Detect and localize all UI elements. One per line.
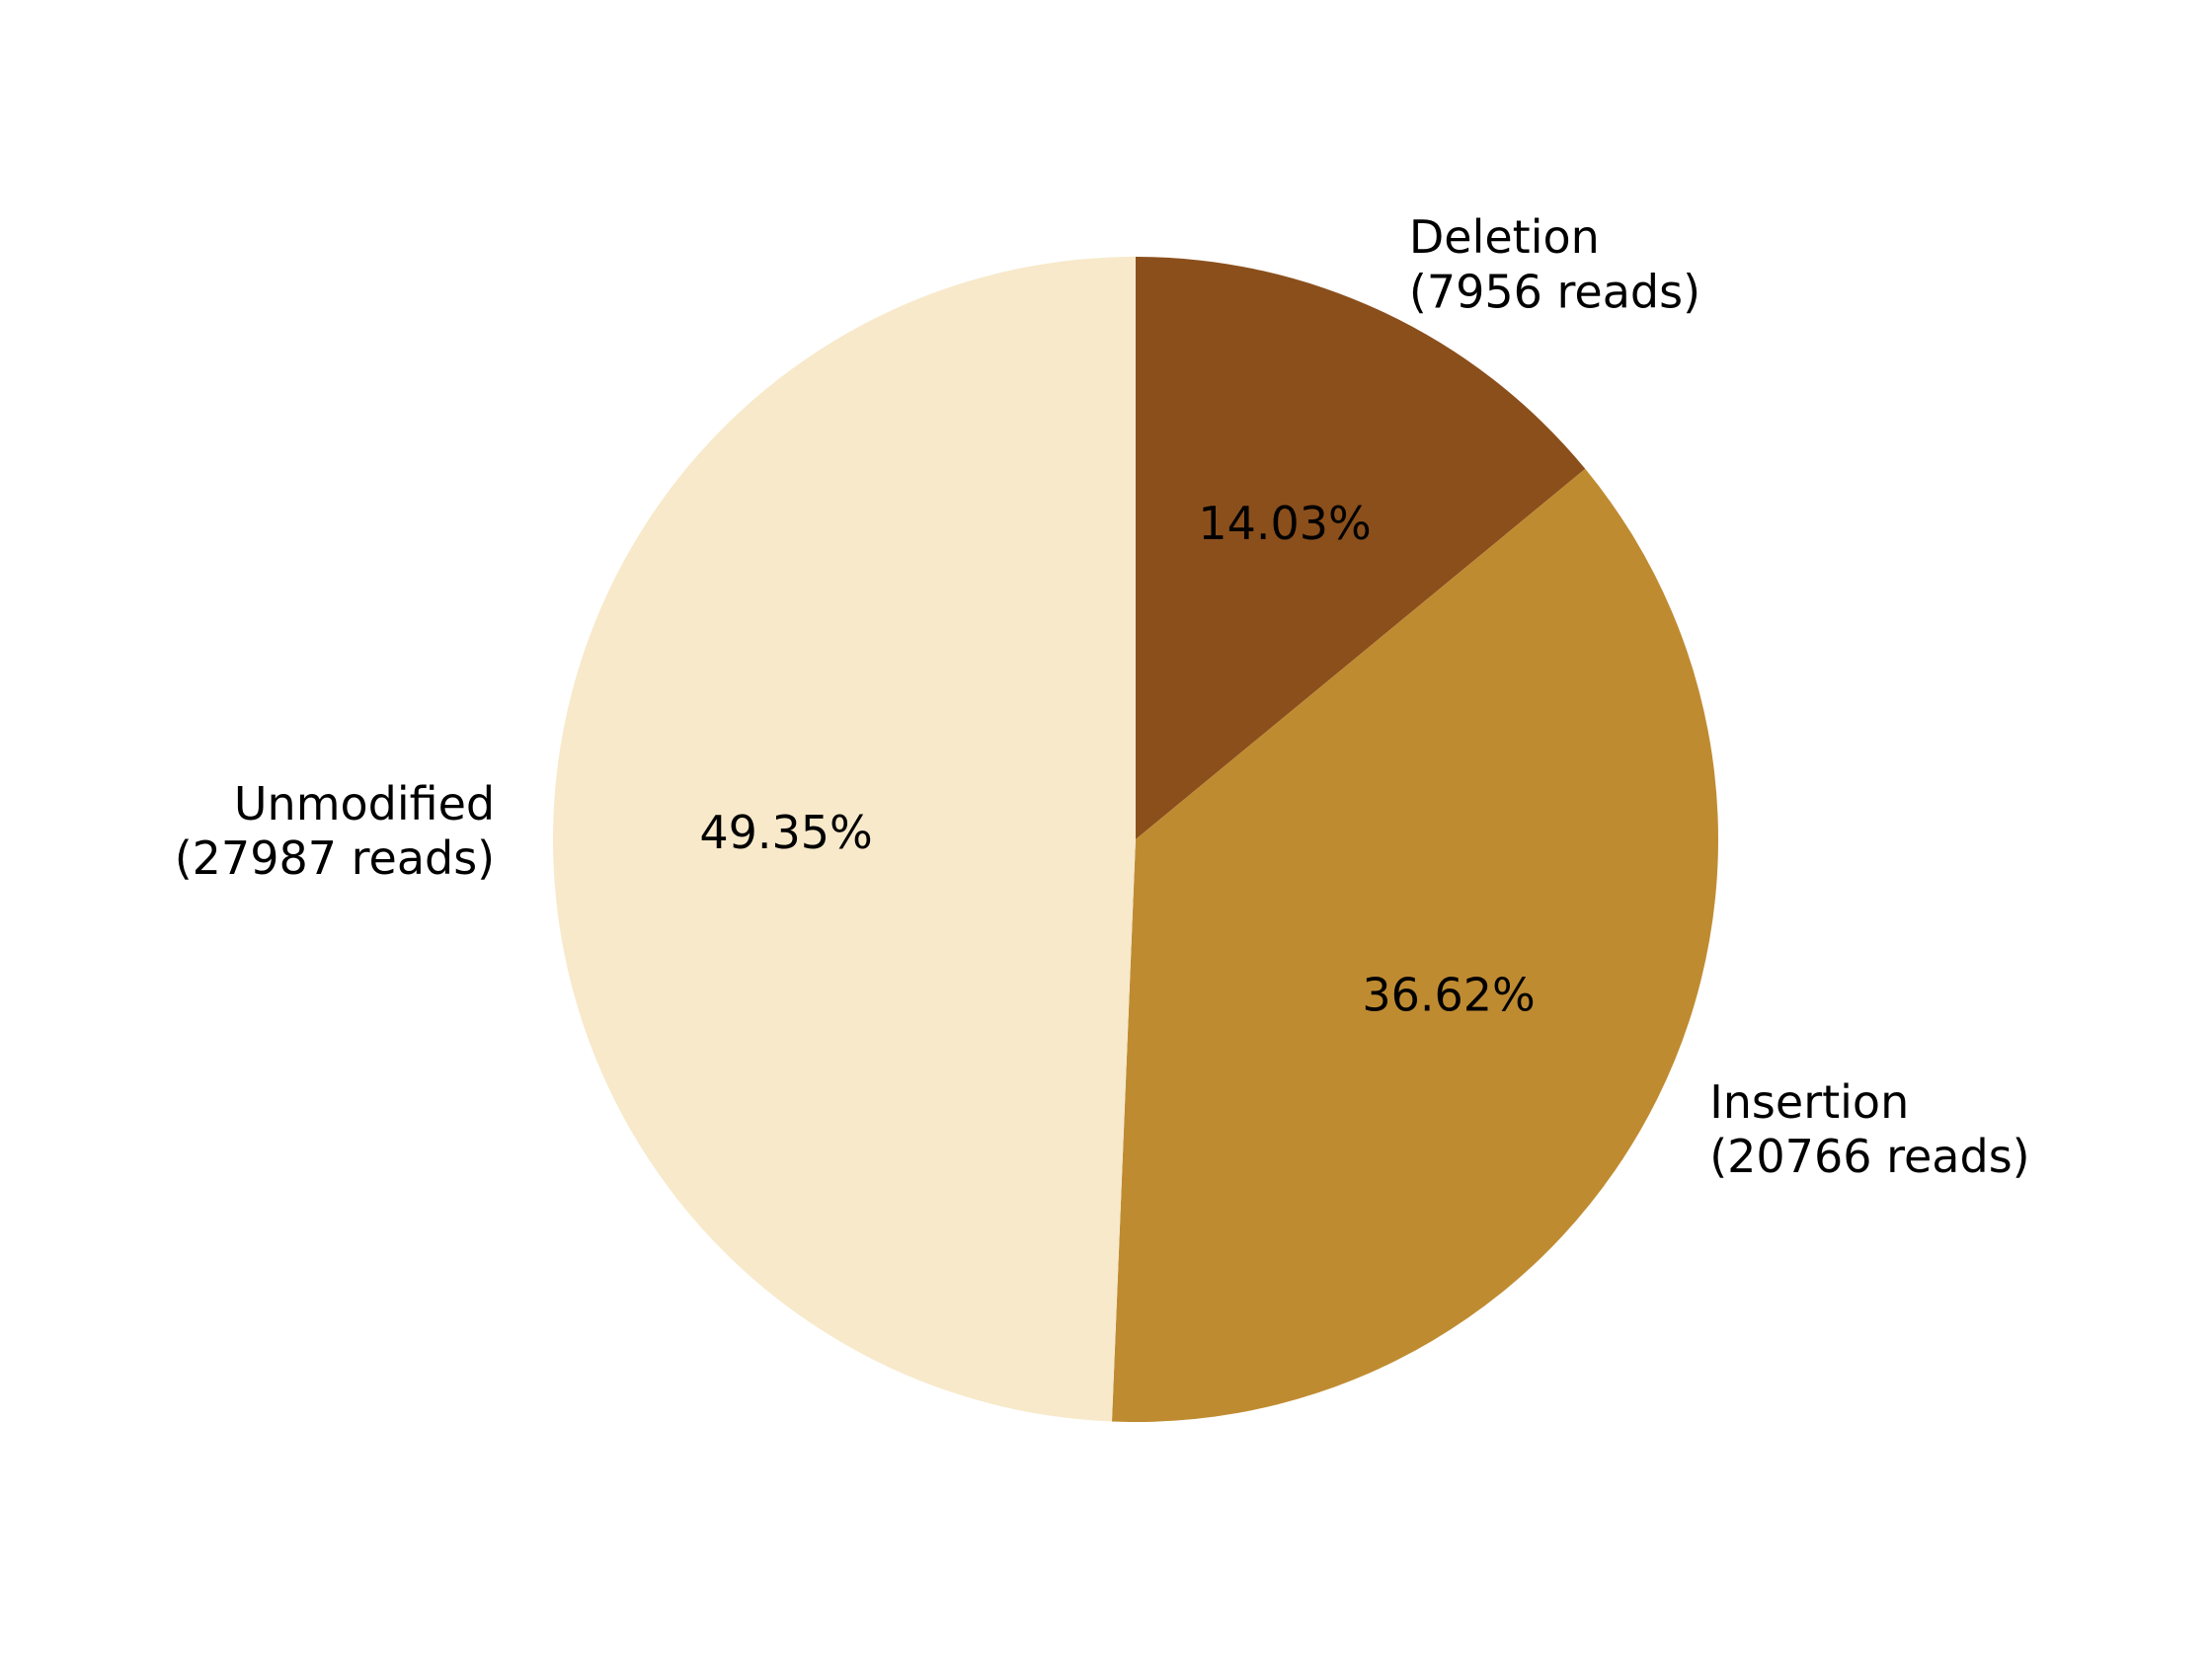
- pie-slices: [553, 257, 1718, 1422]
- slice-label-unmodified: Unmodified (27987 reads): [175, 777, 495, 885]
- slice-label-deletion: Deletion (7956 reads): [1409, 210, 1700, 318]
- pie-slice-unmodified: [553, 257, 1136, 1422]
- slice-label-name: Insertion: [1709, 1075, 1909, 1129]
- slice-label-reads: (7956 reads): [1409, 265, 1700, 318]
- pie-labels: 14.03% Deletion (7956 reads) 36.62% Insertio…: [175, 210, 2030, 1183]
- pct-label-unmodified: 49.35%: [699, 806, 872, 859]
- slice-label-name: Deletion: [1409, 210, 1600, 264]
- slice-label-name: Unmodified: [234, 777, 495, 830]
- slice-label-insertion: Insertion (20766 reads): [1709, 1075, 2029, 1183]
- pct-label-insertion: 36.62%: [1362, 969, 1535, 1022]
- slice-label-reads: (20766 reads): [1709, 1130, 2029, 1183]
- pie-slice-deletion: [1136, 257, 1586, 839]
- slice-label-reads: (27987 reads): [175, 831, 495, 885]
- pct-label-deletion: 14.03%: [1198, 497, 1371, 550]
- pie-slice-insertion: [1111, 468, 1718, 1422]
